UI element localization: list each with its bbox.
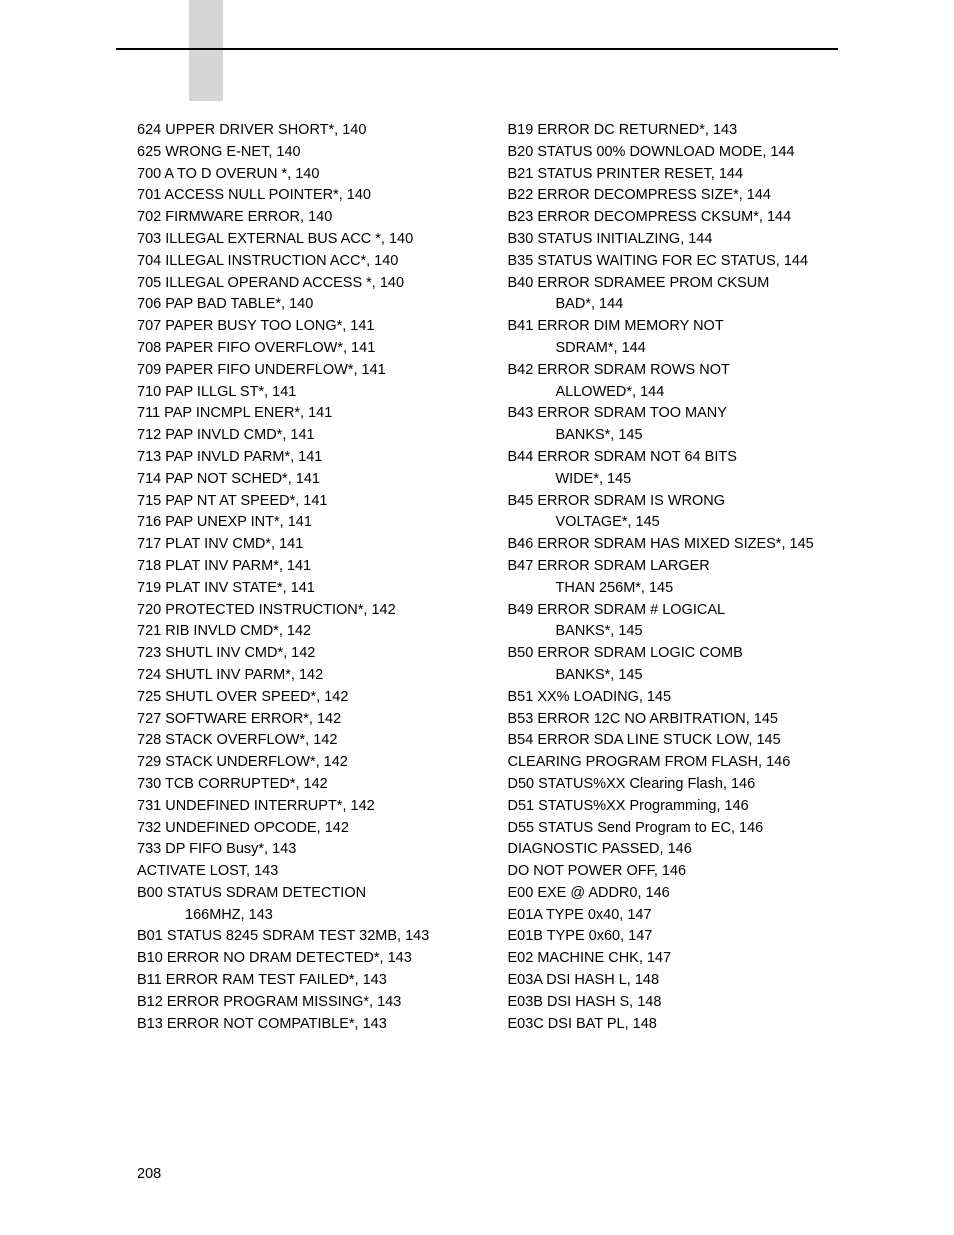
index-columns: 624 UPPER DRIVER SHORT*, 140625 WRONG E-… [137, 120, 838, 1035]
page-number: 208 [137, 1166, 161, 1182]
index-entry: BAD*, 144 [508, 294, 839, 316]
index-entry: B21 STATUS PRINTER RESET, 144 [508, 164, 839, 186]
index-entry: 708 PAPER FIFO OVERFLOW*, 141 [137, 338, 468, 360]
index-entry: 731 UNDEFINED INTERRUPT*, 142 [137, 796, 468, 818]
index-entry: E01A TYPE 0x40, 147 [508, 905, 839, 927]
index-entry: B11 ERROR RAM TEST FAILED*, 143 [137, 970, 468, 992]
index-entry: B19 ERROR DC RETURNED*, 143 [508, 120, 839, 142]
index-entry: CLEARING PROGRAM FROM FLASH, 146 [508, 752, 839, 774]
index-entry: B20 STATUS 00% DOWNLOAD MODE, 144 [508, 142, 839, 164]
index-entry: B01 STATUS 8245 SDRAM TEST 32MB, 143 [137, 926, 468, 948]
index-entry: ACTIVATE LOST, 143 [137, 861, 468, 883]
index-entry: 723 SHUTL INV CMD*, 142 [137, 643, 468, 665]
index-entry: E03A DSI HASH L, 148 [508, 970, 839, 992]
index-entry: 705 ILLEGAL OPERAND ACCESS *, 140 [137, 273, 468, 295]
index-entry: 716 PAP UNEXP INT*, 141 [137, 512, 468, 534]
index-entry: 724 SHUTL INV PARM*, 142 [137, 665, 468, 687]
index-entry: B47 ERROR SDRAM LARGER [508, 556, 839, 578]
index-entry: B46 ERROR SDRAM HAS MIXED SIZES*, 145 [508, 534, 839, 556]
index-entry: BANKS*, 145 [508, 665, 839, 687]
index-entry: B30 STATUS INITIALZING, 144 [508, 229, 839, 251]
index-entry: B40 ERROR SDRAMEE PROM CKSUM [508, 273, 839, 295]
index-entry: E01B TYPE 0x60, 147 [508, 926, 839, 948]
index-entry: BANKS*, 145 [508, 425, 839, 447]
index-entry: 712 PAP INVLD CMD*, 141 [137, 425, 468, 447]
index-entry: B44 ERROR SDRAM NOT 64 BITS [508, 447, 839, 469]
index-entry: 707 PAPER BUSY TOO LONG*, 141 [137, 316, 468, 338]
index-entry: B10 ERROR NO DRAM DETECTED*, 143 [137, 948, 468, 970]
index-entry: 727 SOFTWARE ERROR*, 142 [137, 709, 468, 731]
index-entry: B53 ERROR 12C NO ARBITRATION, 145 [508, 709, 839, 731]
index-entry: E02 MACHINE CHK, 147 [508, 948, 839, 970]
index-entry: 700 A TO D OVERUN *, 140 [137, 164, 468, 186]
index-entry: 166MHZ, 143 [137, 905, 468, 927]
index-column-left: 624 UPPER DRIVER SHORT*, 140625 WRONG E-… [137, 120, 468, 1035]
index-entry: 720 PROTECTED INSTRUCTION*, 142 [137, 600, 468, 622]
index-entry: 715 PAP NT AT SPEED*, 141 [137, 491, 468, 513]
index-entry: 730 TCB CORRUPTED*, 142 [137, 774, 468, 796]
index-entry: E03B DSI HASH S, 148 [508, 992, 839, 1014]
index-entry: B43 ERROR SDRAM TOO MANY [508, 403, 839, 425]
index-entry: B22 ERROR DECOMPRESS SIZE*, 144 [508, 185, 839, 207]
index-entry: D50 STATUS%XX Clearing Flash, 146 [508, 774, 839, 796]
index-tab [189, 0, 223, 101]
index-entry: B00 STATUS SDRAM DETECTION [137, 883, 468, 905]
index-entry: DIAGNOSTIC PASSED, 146 [508, 839, 839, 861]
index-entry: B50 ERROR SDRAM LOGIC COMB [508, 643, 839, 665]
index-entry: 729 STACK UNDERFLOW*, 142 [137, 752, 468, 774]
index-entry: B42 ERROR SDRAM ROWS NOT [508, 360, 839, 382]
index-entry: 704 ILLEGAL INSTRUCTION ACC*, 140 [137, 251, 468, 273]
header-rule [116, 48, 838, 50]
index-entry: D51 STATUS%XX Programming, 146 [508, 796, 839, 818]
index-entry: SDRAM*, 144 [508, 338, 839, 360]
index-entry: E03C DSI BAT PL, 148 [508, 1014, 839, 1036]
index-entry: 718 PLAT INV PARM*, 141 [137, 556, 468, 578]
index-entry: 732 UNDEFINED OPCODE, 142 [137, 818, 468, 840]
index-entry: 717 PLAT INV CMD*, 141 [137, 534, 468, 556]
index-entry: B54 ERROR SDA LINE STUCK LOW, 145 [508, 730, 839, 752]
index-entry: E00 EXE @ ADDR0, 146 [508, 883, 839, 905]
index-entry: DO NOT POWER OFF, 146 [508, 861, 839, 883]
index-entry: 714 PAP NOT SCHED*, 141 [137, 469, 468, 491]
index-entry: B49 ERROR SDRAM # LOGICAL [508, 600, 839, 622]
index-entry: 725 SHUTL OVER SPEED*, 142 [137, 687, 468, 709]
index-entry: 710 PAP ILLGL ST*, 141 [137, 382, 468, 404]
index-entry: 625 WRONG E-NET, 140 [137, 142, 468, 164]
index-entry: 706 PAP BAD TABLE*, 140 [137, 294, 468, 316]
index-entry: 703 ILLEGAL EXTERNAL BUS ACC *, 140 [137, 229, 468, 251]
index-entry: D55 STATUS Send Program to EC, 146 [508, 818, 839, 840]
index-entry: 709 PAPER FIFO UNDERFLOW*, 141 [137, 360, 468, 382]
index-entry: WIDE*, 145 [508, 469, 839, 491]
index-entry: B35 STATUS WAITING FOR EC STATUS, 144 [508, 251, 839, 273]
index-entry: B51 XX% LOADING, 145 [508, 687, 839, 709]
index-entry: 721 RIB INVLD CMD*, 142 [137, 621, 468, 643]
index-entry: 624 UPPER DRIVER SHORT*, 140 [137, 120, 468, 142]
page: 624 UPPER DRIVER SHORT*, 140625 WRONG E-… [0, 0, 954, 1235]
index-entry: 701 ACCESS NULL POINTER*, 140 [137, 185, 468, 207]
index-entry: B41 ERROR DIM MEMORY NOT [508, 316, 839, 338]
index-entry: 733 DP FIFO Busy*, 143 [137, 839, 468, 861]
index-entry: B13 ERROR NOT COMPATIBLE*, 143 [137, 1014, 468, 1036]
index-entry: B12 ERROR PROGRAM MISSING*, 143 [137, 992, 468, 1014]
index-entry: 713 PAP INVLD PARM*, 141 [137, 447, 468, 469]
index-entry: 702 FIRMWARE ERROR, 140 [137, 207, 468, 229]
index-entry: B23 ERROR DECOMPRESS CKSUM*, 144 [508, 207, 839, 229]
index-entry: B45 ERROR SDRAM IS WRONG [508, 491, 839, 513]
index-entry: 719 PLAT INV STATE*, 141 [137, 578, 468, 600]
index-entry: 711 PAP INCMPL ENER*, 141 [137, 403, 468, 425]
index-entry: 728 STACK OVERFLOW*, 142 [137, 730, 468, 752]
index-entry: VOLTAGE*, 145 [508, 512, 839, 534]
index-column-right: B19 ERROR DC RETURNED*, 143B20 STATUS 00… [508, 120, 839, 1035]
index-entry: ALLOWED*, 144 [508, 382, 839, 404]
index-entry: BANKS*, 145 [508, 621, 839, 643]
index-entry: THAN 256M*, 145 [508, 578, 839, 600]
